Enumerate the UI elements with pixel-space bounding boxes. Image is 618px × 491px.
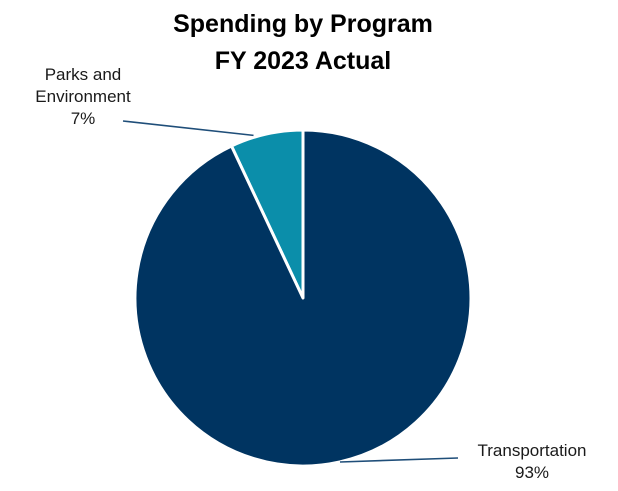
chart-subtitle: FY 2023 Actual: [214, 47, 392, 75]
slice-percent-parks: 7%: [70, 109, 96, 128]
pie-slice-transportation: [133, 128, 473, 468]
slice-label-transport-line1: Transportation: [477, 441, 587, 460]
chart-title: Spending by Program: [173, 10, 433, 38]
slice-percent-transportation: 93%: [514, 463, 550, 482]
slice-label-parks-and-environment: Parks and Environment 7%: [8, 64, 158, 130]
leader-line-parks-and-environment: [122, 120, 254, 137]
slice-label-parks-line2: Environment: [35, 87, 131, 106]
leader-line-transportation: [339, 457, 459, 463]
slice-label-parks-line1: Parks and: [44, 65, 122, 84]
slice-label-transportation: Transportation 93%: [452, 440, 612, 484]
